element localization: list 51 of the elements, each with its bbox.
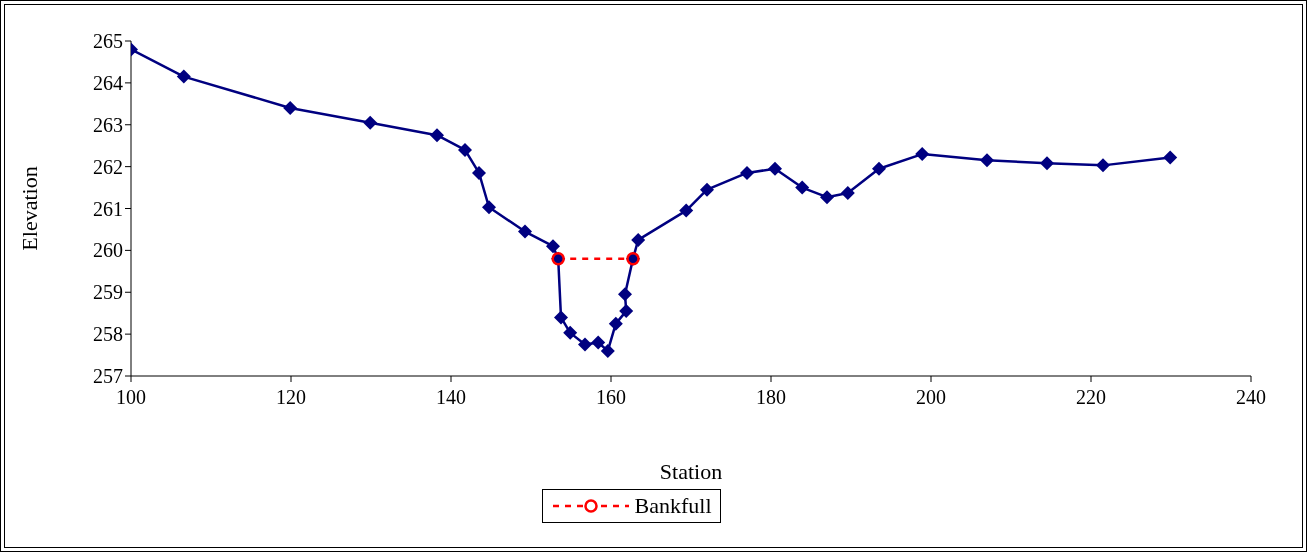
legend-label: Bankfull (633, 493, 712, 519)
point (546, 239, 560, 254)
x-tick-label: 200 (916, 386, 946, 409)
point (768, 161, 782, 176)
x-tick-label: 120 (276, 386, 306, 409)
point (591, 335, 606, 350)
point (872, 161, 886, 176)
y-tick-label: 261 (93, 197, 123, 220)
point (820, 190, 834, 205)
x-tick-label: 240 (1236, 386, 1266, 409)
y-tick-label: 259 (93, 281, 123, 304)
x-axis-title: Station (659, 459, 723, 484)
point (1163, 150, 1178, 165)
point (840, 186, 855, 201)
y-tick-label: 258 (93, 323, 123, 346)
y-tick-label: 262 (93, 155, 123, 178)
point (608, 316, 623, 331)
point (176, 69, 191, 84)
point (980, 153, 994, 168)
x-tick-label: 220 (1076, 386, 1106, 409)
point (679, 203, 694, 218)
point (631, 232, 646, 247)
y-tick-label: 265 (93, 30, 123, 53)
point (618, 287, 632, 302)
point (363, 115, 378, 130)
point (283, 101, 298, 115)
point (518, 224, 532, 239)
point (740, 165, 754, 180)
point (700, 182, 714, 197)
y-tick-label: 260 (93, 239, 123, 262)
x-tick-label: 140 (436, 386, 466, 409)
point (600, 343, 615, 358)
y-tick-label: 263 (93, 113, 123, 136)
y-axis-title: Elevation (16, 166, 42, 251)
point (472, 165, 486, 180)
point (915, 147, 930, 162)
point (578, 337, 592, 352)
x-tick-label: 180 (756, 386, 786, 409)
y-tick-label: 257 (93, 365, 123, 388)
point (430, 128, 444, 143)
point (619, 304, 634, 319)
y-tick-label: 264 (93, 71, 123, 94)
point (563, 325, 578, 340)
point (1096, 158, 1110, 173)
point (458, 142, 472, 157)
x-tick-label: 160 (596, 386, 626, 409)
point (482, 200, 496, 215)
point (1040, 156, 1054, 171)
x-tick-label: 100 (116, 386, 146, 409)
point (554, 310, 568, 325)
point (795, 180, 810, 195)
